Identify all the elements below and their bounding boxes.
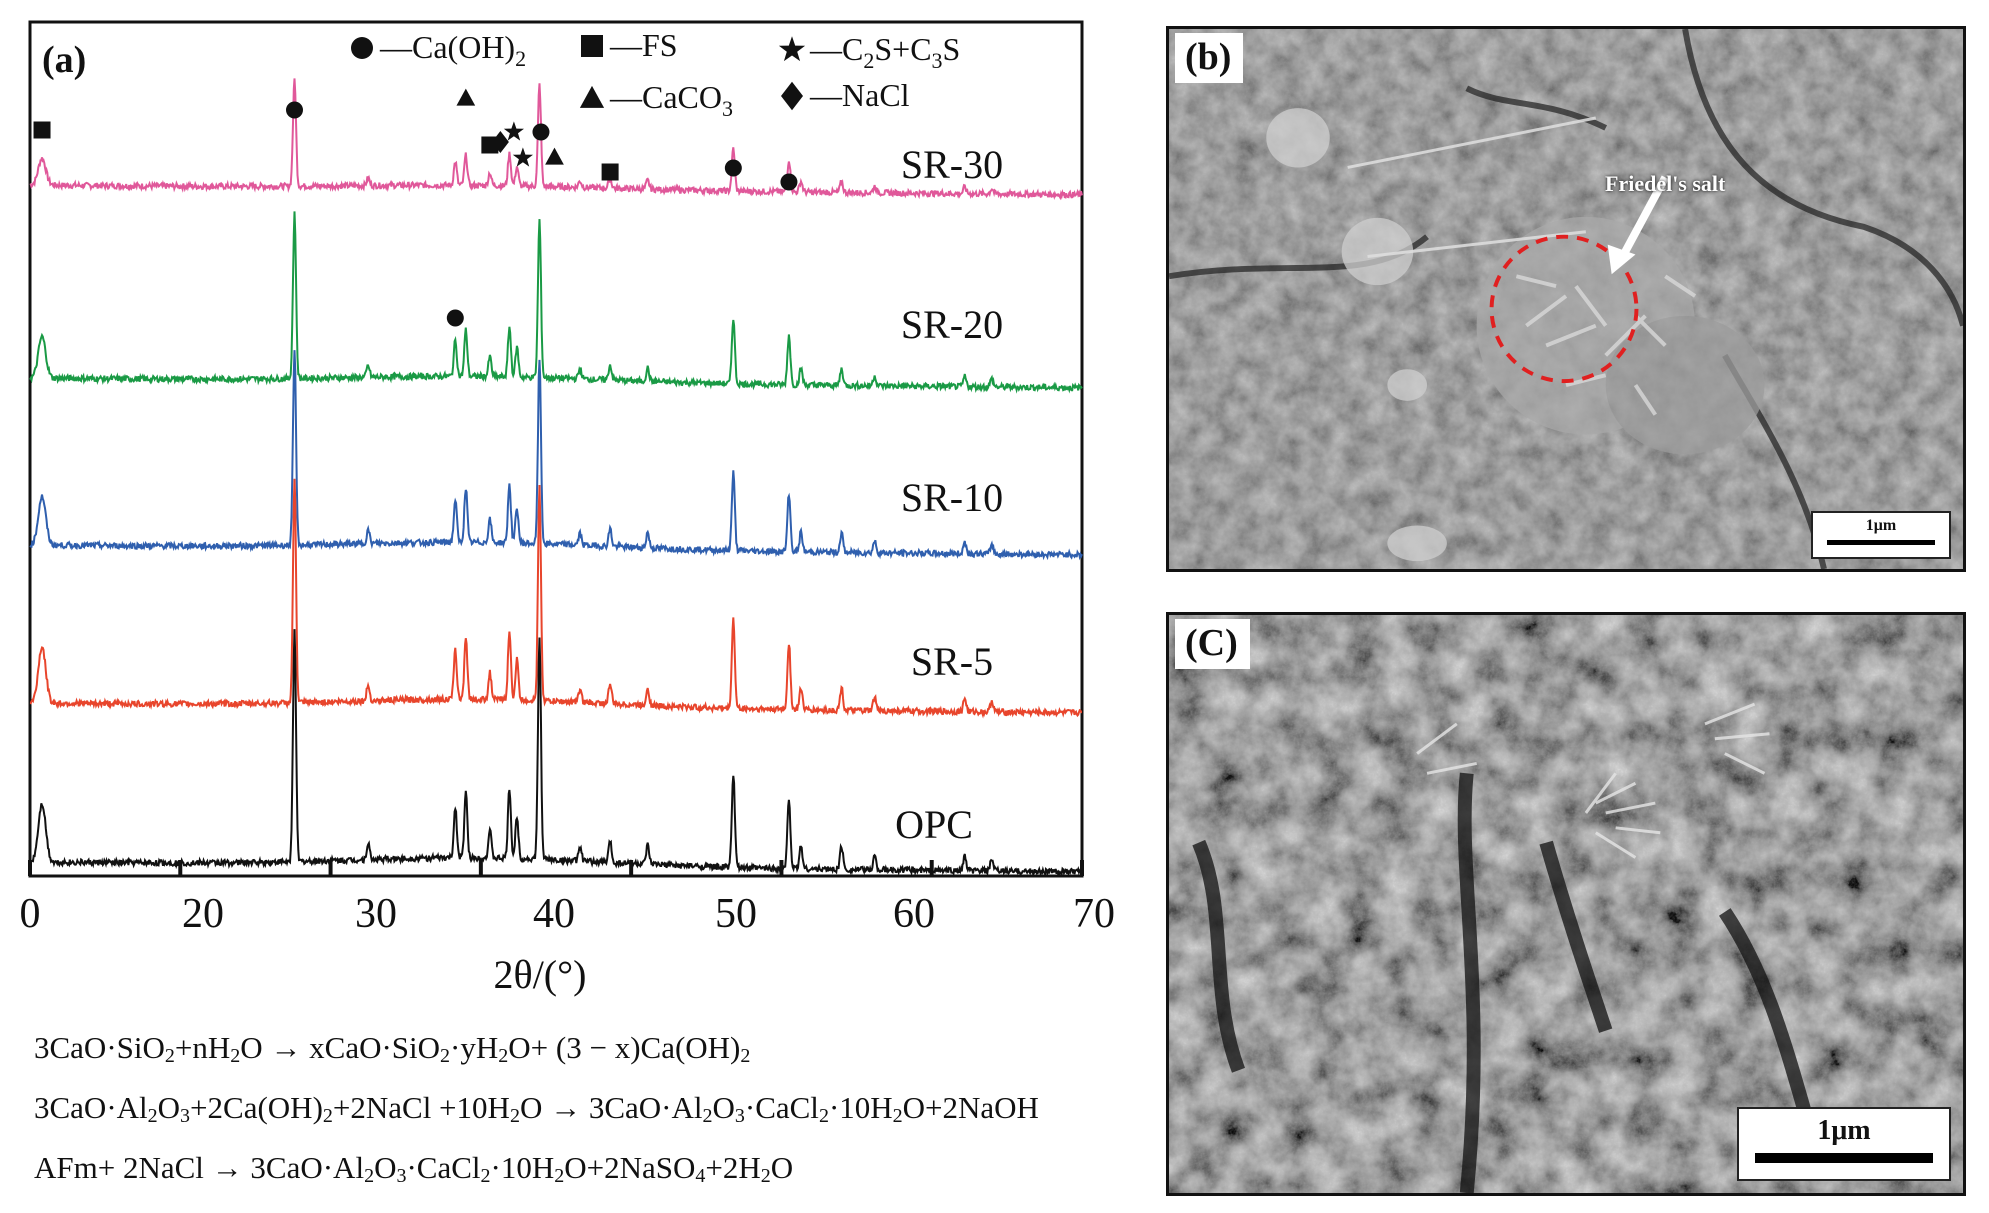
panel-label-c: (C) [1175,619,1250,669]
diamond-peak-marker-icon [491,130,509,154]
legend-label: —FS [609,27,678,63]
square-legend-icon [581,35,603,57]
star-peak-marker-icon [503,121,524,141]
series-line-sr-5 [29,478,1083,719]
series-label: OPC [895,802,973,847]
equation-c3s-hydration: 3CaO·SiO2+nH2O → xCaO·SiO2·yH2O+ (3 − x)… [34,1030,751,1067]
circle-peak-marker-icon [724,159,742,177]
x-tick-label: 70 [1073,891,1115,937]
legend-label: —C2S+C3S [809,31,960,73]
square-peak-marker-icon [601,163,619,181]
triangle-legend-icon [579,85,605,108]
circle-peak-marker-icon [446,309,464,327]
series-label: SR-5 [911,639,993,684]
circle-peak-marker-icon [532,123,550,141]
star-legend-icon [778,36,806,62]
xrd-chart: SR-30 SR-20 SR-10 SR-5 OPC 0 20 30 40 50 60 70 2θ/(°… [20,20,1115,997]
panel-label-b: (b) [1175,33,1244,83]
x-tick-label: 50 [715,891,757,937]
legend-label: —Ca(OH)2 [379,29,526,71]
equation-afm-conversion: AFm+ 2NaCl → 3CaO·Al2O3·CaCl2·10H2O+2NaS… [34,1150,794,1187]
triangle-peak-marker-icon [545,147,564,165]
scale-bar-c-label: 1μm [1817,1115,1871,1146]
sem-image-c: (C) 1μm [1166,612,1966,1196]
panel-label-a-bg [34,26,134,96]
triangle-peak-marker-icon [456,88,476,106]
x-tick-label: 0 [20,891,41,937]
series-line-sr-20 [29,211,1083,394]
equation-friedel-formation: 3CaO·Al2O3+2Ca(OH)2+2NaCl +10H2O → 3CaO·… [34,1090,1039,1127]
star-peak-marker-icon [512,147,533,167]
panel-label-a: (a) [42,39,86,81]
legend-label: —NaCl [809,77,910,113]
x-tick-label: 30 [355,891,397,937]
arrow-icon [1607,244,1636,275]
scale-bar-b-label: 1μm [1865,517,1897,534]
scale-bar-c-line [1755,1153,1933,1163]
series-line-sr-10 [29,350,1083,561]
x-axis-label: 2θ/(°) [494,952,587,997]
series-label: SR-20 [901,302,1003,347]
series-line-sr-30 [29,78,1083,201]
reaction-equations: 3CaO·SiO2+nH2O → xCaO·SiO2·yH2O+ (3 − x)… [34,1018,1174,1198]
x-tick-label: 40 [533,891,575,937]
circle-legend-icon [351,37,373,59]
x-tick-label: 60 [893,891,935,937]
diamond-legend-icon [781,81,803,111]
friedel-salt-label: Friedel's salt [1605,171,1726,196]
circle-peak-marker-icon [780,173,798,191]
plot-frame [28,20,1084,878]
x-tick-label: 20 [182,891,224,937]
series-label: SR-10 [901,475,1003,520]
scale-bar-b-line [1827,540,1935,545]
circle-peak-marker-icon [286,101,304,119]
friedel-salt-highlight [1489,234,1639,384]
sem-b-texture [1169,29,1963,569]
sem-c-texture [1169,615,1963,1193]
sem-image-b: (b) Friedel's salt 1μm [1166,26,1966,572]
series-label: SR-30 [901,142,1003,187]
scale-bar-b: 1μm [1811,511,1951,559]
legend-label: —CaCO3 [609,79,733,121]
series-line-opc [29,629,1083,878]
scale-bar-c: 1μm [1737,1107,1951,1181]
square-peak-marker-icon [33,121,51,139]
